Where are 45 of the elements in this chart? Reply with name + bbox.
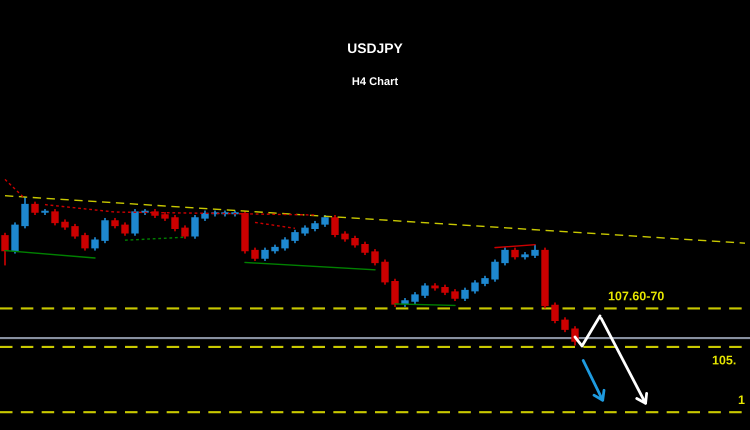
candlestick xyxy=(331,214,339,238)
candlestick xyxy=(341,230,349,243)
candlestick xyxy=(21,196,29,230)
candlestick xyxy=(321,214,329,228)
candlestick xyxy=(291,228,299,244)
candlestick xyxy=(501,246,509,266)
candlestick xyxy=(281,236,289,252)
candlestick xyxy=(361,240,369,256)
candlestick xyxy=(131,208,139,237)
candlestick xyxy=(411,291,419,305)
chart-subtitle: H4 Chart xyxy=(352,76,398,86)
candlestick xyxy=(481,274,489,288)
candlestick xyxy=(1,232,9,266)
candlestick xyxy=(351,234,359,248)
candlestick xyxy=(421,282,429,299)
candlestick xyxy=(461,286,469,302)
candlestick xyxy=(261,246,269,262)
candlestick xyxy=(561,316,569,333)
candlestick xyxy=(191,214,199,240)
candlestick xyxy=(181,224,189,240)
candlestick xyxy=(51,208,59,226)
annotation: 107.60-70 xyxy=(608,292,664,300)
candlestick xyxy=(311,220,319,232)
candlestick xyxy=(371,248,379,266)
candlestick xyxy=(441,284,449,296)
candlestick xyxy=(101,217,109,244)
chart-title: USDJPY xyxy=(348,43,403,54)
candlestick xyxy=(251,246,259,262)
candlestick xyxy=(91,236,99,252)
candlestick xyxy=(121,222,129,237)
candlestick xyxy=(111,217,119,230)
candlestick xyxy=(71,223,79,240)
candlestick xyxy=(391,278,399,308)
candlestick xyxy=(381,258,389,286)
text: 1 xyxy=(738,395,745,404)
candlestick xyxy=(61,218,69,231)
candlestick xyxy=(551,302,559,324)
candlestick xyxy=(31,200,39,216)
candlestick xyxy=(531,244,539,259)
candlestick xyxy=(301,224,309,237)
candlestick xyxy=(451,288,459,302)
candlestick xyxy=(471,279,479,294)
text: 105. xyxy=(712,356,736,364)
candlestick xyxy=(81,232,89,252)
candlestick xyxy=(491,258,499,283)
